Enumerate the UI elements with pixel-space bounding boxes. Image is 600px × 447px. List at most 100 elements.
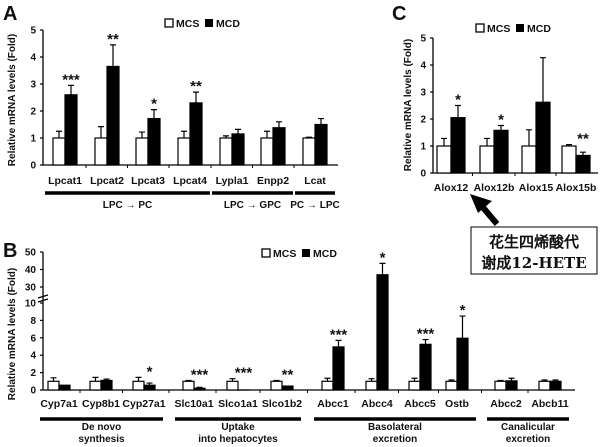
bar-mcd-enpp2 (272, 127, 286, 166)
bar-mcs-abcc1 (321, 380, 334, 391)
error-bar-mcd-lypla1 (235, 128, 241, 134)
y-tick-label: 10 (25, 299, 37, 310)
bar-mcs-cyp27a1 (132, 380, 145, 391)
error-bar-mcs-alox15b (566, 144, 572, 146)
group-label: De novo (82, 422, 121, 433)
x-tick-label: Cyp7a1 (40, 398, 78, 410)
y-tick-label: 4 (30, 351, 36, 362)
y-tick-label: 8 (30, 316, 36, 327)
legend-swatch-mcs (164, 18, 174, 28)
legend-label-mcs: MCS (487, 23, 510, 35)
error-bar-mcs-lcat (306, 136, 312, 138)
panel-label-c: C (392, 3, 406, 25)
error-bar-mcd-enpp2 (276, 121, 282, 128)
plot-a: 0 1 2 3 4 5 *** Lpcat1 ** Lpcat2 * Lpcat3 ** Lpcat4 Ly… (30, 26, 339, 212)
error-bar-mcs-abcc5 (411, 377, 418, 382)
plot-c: 0 1 2 3 4 5 * Alox12 * Alox12b Alox15 ** Alox15b (420, 34, 598, 194)
significance-label: *** (62, 71, 80, 88)
legend-swatch-mcd (205, 19, 213, 27)
error-bar-mcs-lypla1 (223, 135, 229, 138)
error-bar-mcd-lpcat1 (68, 84, 74, 95)
x-tick-label: Slc10a1 (174, 398, 213, 410)
error-bar-mcs-abcc1 (324, 377, 331, 382)
error-bar-mcd-abcc5 (422, 338, 429, 345)
y-tick-label: 0 (420, 169, 426, 180)
y-tick-label: 5 (420, 34, 426, 45)
significance-label: * (380, 249, 386, 266)
group-label: Basolateral (368, 422, 422, 433)
significance-label: ** (190, 78, 202, 95)
error-bar-mcs-cyp7a1 (50, 377, 57, 382)
bar-mcs-alox15b (561, 145, 577, 174)
bar-mcs-cyp7a1 (47, 380, 60, 391)
y-tick-label: 0 (30, 161, 36, 172)
y-tick-label: 6 (30, 333, 36, 344)
error-bar-mcs-alox15 (526, 129, 532, 146)
error-bar-mcd-alox12 (455, 104, 461, 118)
x-tick-label: Cyp8b1 (82, 398, 120, 410)
bar-mcd-lcat (314, 123, 328, 166)
bar-mcs-lcat (302, 137, 316, 166)
group-label: PC → LPC (290, 200, 339, 211)
panel-label-a: A (3, 3, 17, 25)
error-bar-mcs-abcc2 (497, 379, 504, 382)
bar-mcs-slco1a1 (226, 380, 239, 391)
legend-swatch-mcd (302, 249, 310, 257)
legend-c: MCS MCD (475, 23, 551, 35)
annotation-box: 花生四烯酸代 谢成12-HETE (470, 226, 598, 275)
bar-mcd-lpcat3 (147, 117, 161, 166)
error-bar-mcd-alox12b (498, 124, 504, 131)
y-tick-label: 4 (30, 53, 36, 64)
y-axis-title-c: Relative mRNA levels (Fold) (403, 39, 414, 171)
bar-mcs-alox15 (521, 145, 537, 174)
bar-mcd-ostb (456, 337, 469, 391)
error-bar-mcs-slc10a1 (185, 379, 192, 382)
axis-break (37, 294, 49, 303)
bar-mcd-lpcat2 (106, 65, 120, 166)
y-tick-label: 50 (25, 248, 37, 259)
legend-swatch-mcs (475, 23, 485, 33)
x-tick-label: Lcat (304, 175, 326, 187)
significance-label: *** (330, 326, 348, 343)
y-tick-label: 2 (30, 368, 36, 379)
significance-label: *** (191, 366, 209, 383)
y-axis-title-a: Relative mRNA levels (Fold) (7, 34, 18, 166)
panel-label-b: B (3, 240, 17, 262)
y-tick-label: 40 (25, 265, 37, 276)
legend-swatch-mcs (261, 248, 271, 258)
error-bar-mcs-lpcat4 (181, 130, 187, 138)
error-bar-mcd-abcc4 (379, 262, 386, 275)
significance-label: * (151, 96, 157, 113)
y-tick-label: 1 (420, 142, 426, 153)
error-bar-mcs-cyp27a1 (135, 376, 142, 382)
bar-mcd-abcc1 (332, 346, 345, 391)
bar-mcs-lpcat4 (177, 137, 191, 166)
group-label: LPC → GPC (224, 200, 281, 211)
significance-label: ** (107, 31, 119, 48)
x-tick-label: Abcc2 (490, 398, 522, 410)
error-bar-mcd-cyp27a1 (146, 382, 153, 386)
error-bar-mcd-cyp8b1 (103, 378, 110, 381)
x-tick-label: Alox12b (474, 182, 515, 194)
error-bar-mcd-slc10a1 (196, 386, 203, 389)
error-bar-mcs-cyp8b1 (92, 376, 99, 382)
error-bar-mcs-abcc4 (368, 378, 375, 382)
significance-label: ** (282, 366, 294, 383)
bar-mcd-abcc4 (376, 274, 389, 391)
error-bar-mcs-slco1a1 (229, 378, 236, 382)
significance-label: ** (577, 131, 589, 148)
legend-label-mcd: MCD (313, 248, 337, 260)
y-tick-label: 30 (25, 283, 37, 294)
significance-label: * (147, 363, 153, 380)
bar-mcs-abcc2 (494, 380, 507, 391)
error-bar-mcd-abcc1 (335, 339, 342, 347)
legend-a: MCS MCD (164, 18, 240, 30)
error-bar-mcd-alox15b (580, 151, 586, 156)
error-bar-mcs-ostb (448, 379, 455, 382)
bar-mcd-lypla1 (231, 133, 245, 166)
group-label: Uptake (221, 422, 255, 433)
legend-label-mcs: MCS (273, 248, 296, 260)
group-label: synthesis (78, 434, 125, 445)
bar-mcs-ostb (445, 380, 458, 391)
bar-mcd-slc10a1 (193, 387, 206, 391)
